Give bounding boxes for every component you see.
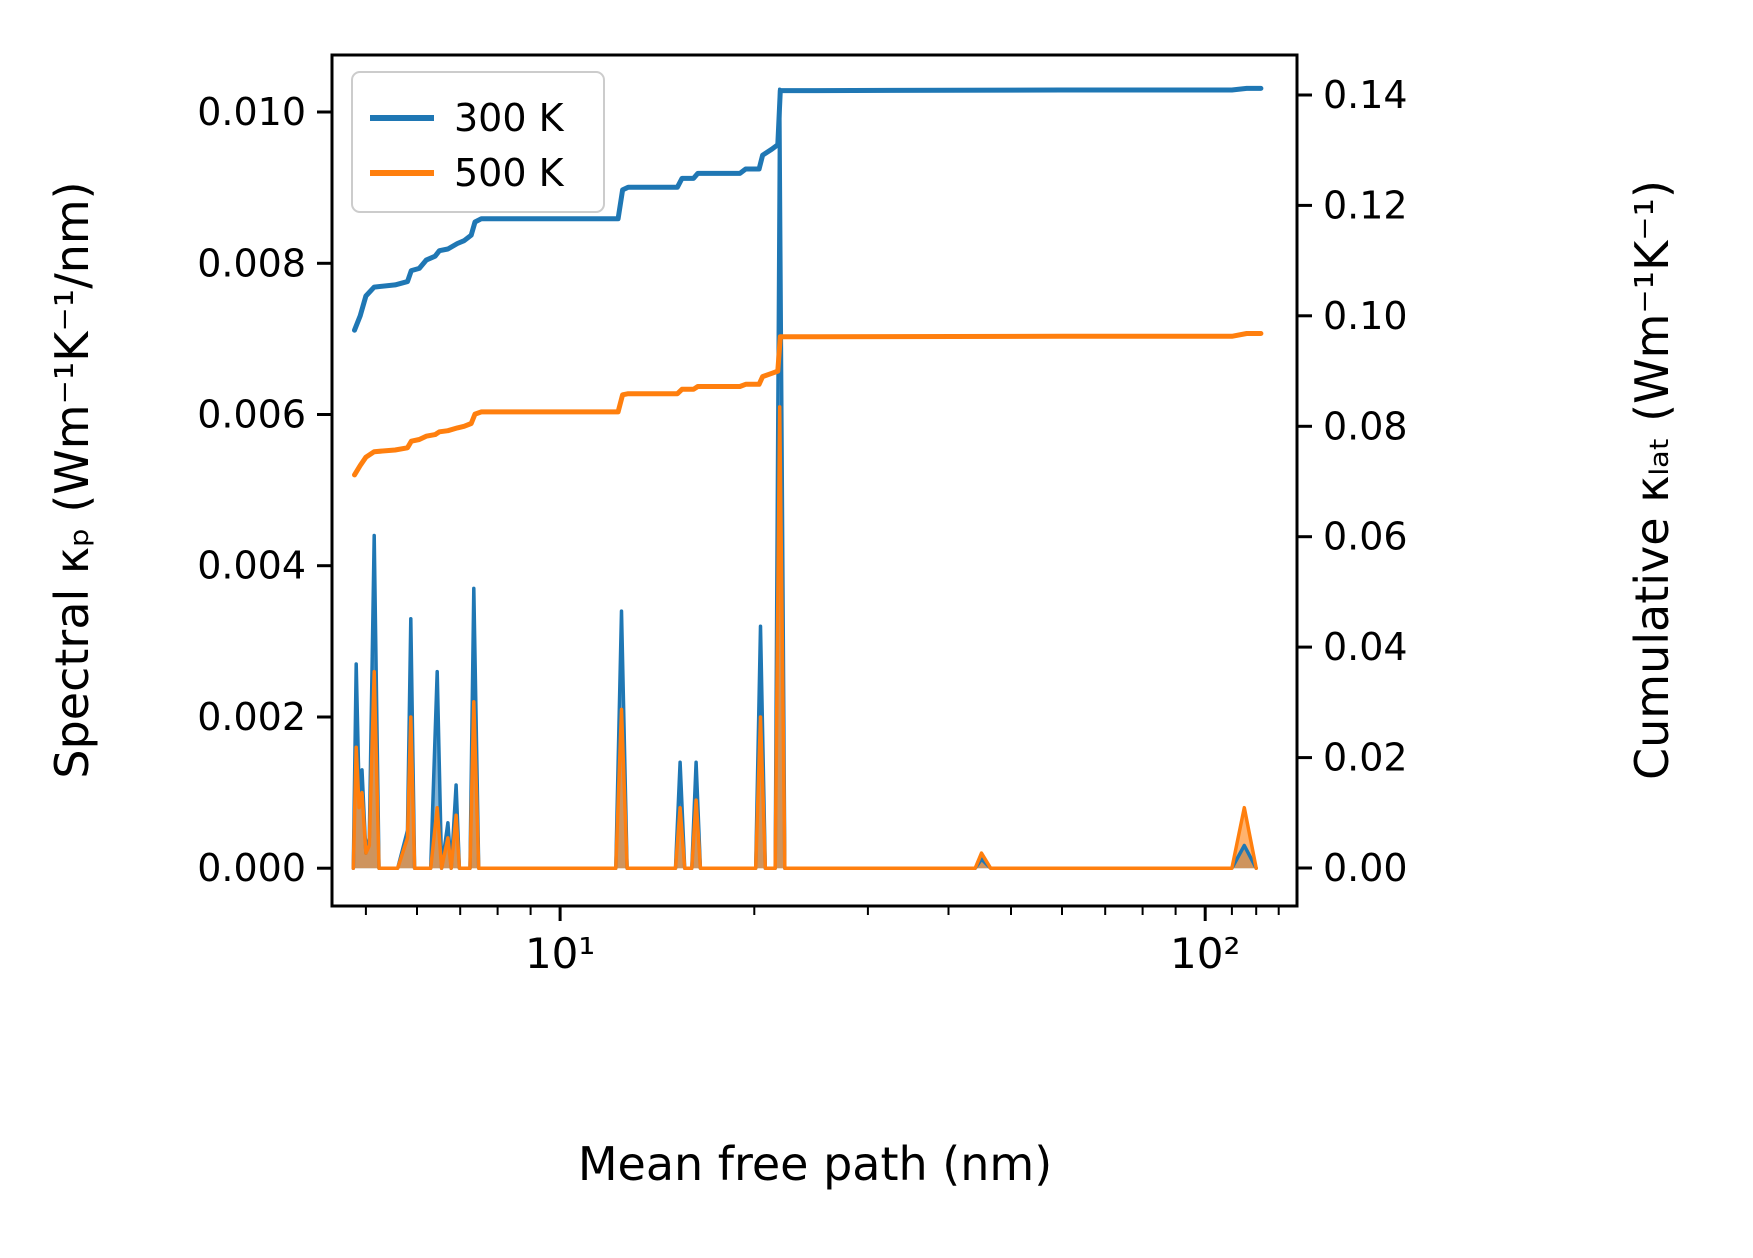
cumulative-500k-curve xyxy=(352,331,1264,478)
right-axis-tick-label: 0.06 xyxy=(1323,515,1408,559)
right-axis-tick-label: 0.02 xyxy=(1323,736,1408,780)
left-axis-tick-label: 0.000 xyxy=(197,846,306,890)
legend-label-300k: 300 K xyxy=(454,96,565,140)
right-axis-tick-label: 0.04 xyxy=(1323,625,1408,669)
x-axis-label: Mean free path (nm) xyxy=(578,1137,1052,1191)
right-axis-tick-label: 0.14 xyxy=(1323,73,1408,117)
x-tick-label: 10¹ xyxy=(525,929,595,978)
right-axis-tick-label: 0.12 xyxy=(1323,183,1408,227)
left-axis-tick-label: 0.008 xyxy=(197,241,306,285)
legend-frame xyxy=(351,71,605,213)
right-axis-tick-label: 0.08 xyxy=(1323,404,1408,448)
axes: 10¹ 10² 0.000 0.002 0.004 0.006 0.008 0.010 0.00… xyxy=(197,73,1407,978)
plot-render-layer: 10¹ 10² 0.000 0.002 0.004 0.006 0.008 0.010 0.00… xyxy=(197,53,1408,978)
legend-label-500k: 500 K xyxy=(454,151,565,195)
cumulative-300k-curve xyxy=(352,85,1264,333)
left-axis-tick-label: 0.002 xyxy=(197,695,306,739)
right-axis-tick-label: 0.10 xyxy=(1323,294,1408,338)
spectral-500k-fill xyxy=(353,406,1257,869)
left-axis-tick-label: 0.006 xyxy=(197,393,306,437)
plot-frame xyxy=(330,53,1299,908)
y-axis-label-right: Cumulative κₗₐₜ (Wm⁻¹K⁻¹) xyxy=(1625,180,1679,780)
spectral-500k-outline xyxy=(351,405,1258,870)
left-axis-tick-label: 0.004 xyxy=(197,544,306,588)
legend: 300 K 500 K xyxy=(351,71,605,213)
series-layer xyxy=(351,85,1264,870)
right-axis-tick-label: 0.00 xyxy=(1323,846,1408,890)
left-axis-tick-label: 0.010 xyxy=(197,90,306,134)
y-axis-label-left: Spectral κₚ (Wm⁻¹K⁻¹/nm) xyxy=(45,181,99,778)
x-tick-label: 10² xyxy=(1170,929,1240,978)
